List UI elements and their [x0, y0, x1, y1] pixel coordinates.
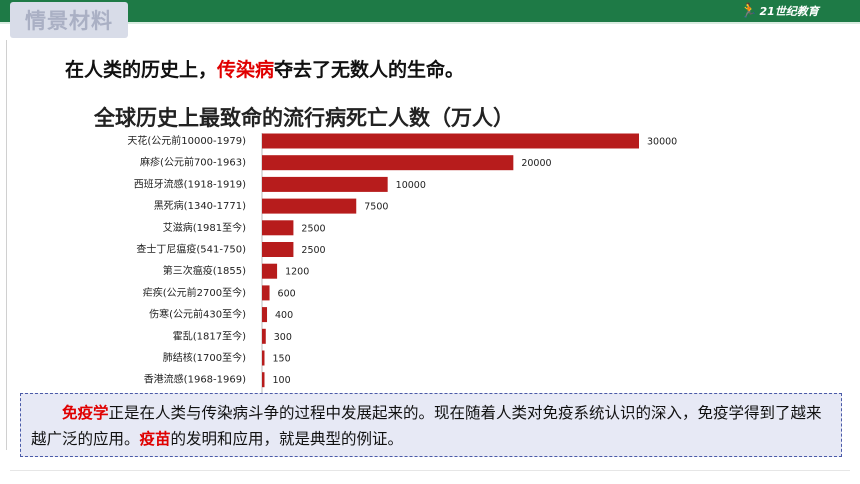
chart-bar: [262, 350, 265, 366]
chart-category-label: 艾滋病(1981至今): [163, 221, 246, 234]
chart-value-label: 7500: [364, 202, 388, 213]
chart-bar: [262, 242, 294, 257]
chart-bar: [262, 372, 265, 388]
chart-category-label: 天花(公元前10000-1979): [127, 134, 246, 147]
chart-category-label: 麻疹(公元前700-1963): [140, 156, 246, 169]
left-divider: [6, 40, 7, 450]
callout-term-immunology: 免疫学: [62, 404, 109, 422]
chart-value-label: 20000: [521, 158, 551, 169]
chart-bar: [262, 176, 388, 192]
chart-value-label: 2500: [301, 245, 325, 256]
headline: 在人类的历史上，传染病夺去了无数人的生命。: [65, 55, 464, 82]
chart-bar: [262, 285, 270, 301]
chart-value-label: 400: [275, 310, 293, 321]
chart-value-label: 300: [274, 332, 292, 343]
bottom-divider: [10, 470, 850, 471]
chart-category-label: 西班牙流感(1918-1919): [134, 177, 246, 190]
chart-category-label: 香港流感(1968-1969): [144, 373, 246, 386]
chart-value-label: 10000: [396, 180, 426, 191]
chart-title: 全球历史上最致命的流行病死亡人数（万人）: [93, 105, 514, 130]
chart-value-label: 150: [273, 354, 291, 365]
callout-text-1: 正是在人类与传染病斗争的过程中发展起来的。现在随着人类对免疫系统认识的深入，免疫…: [31, 404, 822, 448]
callout-text-2: 的发明和应用，就是典型的例证。: [170, 430, 404, 448]
chart-category-label: 伤寒(公元前430至今): [149, 308, 246, 321]
top-banner-divider: [0, 22, 860, 24]
chart-bar: [262, 307, 268, 323]
section-tag: 情景材料: [10, 2, 128, 38]
top-banner: [0, 0, 860, 22]
brand-logo: 🏃 21世纪教育: [740, 3, 819, 19]
chart-bar: [262, 328, 266, 344]
chart-value-label: 30000: [647, 137, 677, 148]
chart-value-label: 100: [273, 375, 291, 386]
chart-category-label: 霍乱(1817至今): [173, 329, 246, 342]
chart-category-label: 第三次瘟疫(1855): [163, 264, 246, 277]
chart-value-label: 2500: [301, 223, 325, 234]
headline-part1: 在人类的历史上，: [65, 59, 218, 81]
chart-category-label: 查士丁尼瘟疫(541-750): [136, 243, 246, 256]
chart-category-label: 疟疾(公元前2700至今): [143, 286, 246, 299]
callout-term-vaccine: 疫苗: [139, 430, 171, 448]
chart-svg: 全球历史上最致命的流行病死亡人数（万人） 天花(公元前10000-1979) 300…: [93, 105, 677, 402]
headline-highlight: 传染病: [217, 59, 275, 81]
chart-bar: [262, 155, 514, 171]
brand-logo-text: 21世纪教育: [759, 5, 819, 18]
immunology-callout: 免疫学正是在人类与传染病斗争的过程中发展起来的。现在随着人类对免疫系统认识的深入…: [20, 393, 842, 457]
chart-bar: [262, 198, 357, 214]
runner-icon: 🏃: [740, 3, 758, 19]
chart-bar: [262, 263, 278, 279]
section-tag-label: 情景材料: [25, 9, 113, 33]
chart-value-label: 600: [278, 288, 296, 299]
chart-value-label: 1200: [285, 267, 309, 278]
chart-bar: [262, 133, 639, 149]
chart-category-label: 肺结核(1700至今): [163, 351, 246, 364]
epidemic-death-chart: 全球历史上最致命的流行病死亡人数（万人） 天花(公元前10000-1979) 300…: [90, 95, 684, 402]
chart-bar: [262, 220, 294, 236]
chart-category-label: 黑死病(1340-1771): [154, 199, 246, 212]
headline-part2: 夺去了无数人的生命。: [274, 59, 465, 81]
